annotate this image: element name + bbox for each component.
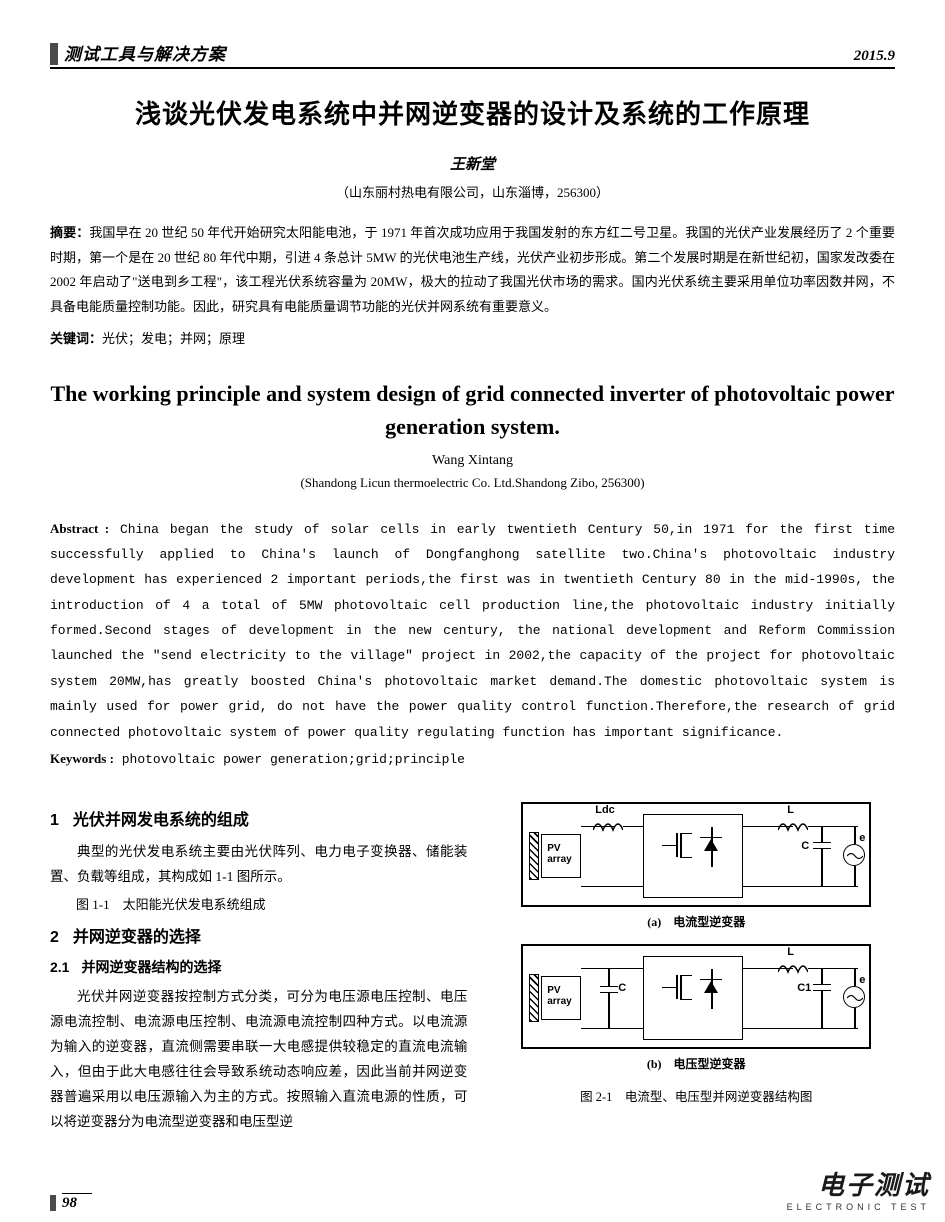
keywords-en: Keywords : photovoltaic power generation…	[50, 751, 895, 767]
keywords-en-text: photovoltaic power generation;grid;princ…	[114, 752, 465, 767]
l-label-b: L	[787, 946, 794, 958]
figure-2-1-a-circuit: PV array Ldc	[521, 802, 871, 907]
figure-2-1-caption: 图 2-1 电流型、电压型并网逆变器结构图	[497, 1086, 895, 1105]
author-en: Wang Xintang	[50, 453, 895, 469]
section-1-title: 光伏并网发电系统的组成	[73, 812, 249, 829]
author-cn: 王新堂	[50, 153, 895, 174]
figure-2-1-a-caption: (a) 电流型逆变器	[497, 913, 895, 930]
ldc-label: Ldc	[595, 804, 615, 816]
affiliation-en: (Shandong Licun thermoelectric Co. Ltd.S…	[50, 475, 895, 491]
figure-2-1-b-caption: (b) 电压型逆变器	[497, 1055, 895, 1072]
inductor-l-icon	[778, 818, 808, 832]
hatched-icon	[529, 974, 539, 1022]
keywords-cn-text: 光伏；发电；并网；原理	[102, 331, 245, 346]
inductor-ldc-icon	[593, 818, 623, 832]
section-1-para-1: 典型的光伏发电系统主要由光伏阵列、电力电子变换器、储能装置、负载等组成，其构成如…	[50, 840, 467, 890]
inductor-l-icon	[778, 960, 808, 974]
page-header: 测试工具与解决方案 2015.9	[50, 40, 895, 69]
header-marker	[50, 43, 58, 65]
e-label-b: e	[859, 974, 865, 986]
section-2-num: 2	[50, 929, 59, 947]
abstract-en-label: Abstract :	[50, 521, 109, 536]
c-label-a: C	[801, 840, 809, 852]
e-label-a: e	[859, 832, 865, 844]
page-num-marker	[50, 1195, 56, 1211]
abstract-en: Abstract : China began the study of sola…	[50, 516, 895, 745]
l-label-a: L	[787, 804, 794, 816]
column-left: 1 光伏并网发电系统的组成 典型的光伏发电系统主要由光伏阵列、电力电子变换器、储能…	[50, 802, 467, 1135]
ac-source-icon	[843, 844, 865, 866]
abstract-en-text: China began the study of solar cells in …	[50, 522, 895, 740]
hatched-icon	[529, 832, 539, 880]
section-2-1-para-1: 光伏并网逆变器按控制方式分类，可分为电压源电压控制、电压源电流控制、电流源电压控…	[50, 985, 467, 1135]
journal-brand: 电子测试 ELECTRONIC TEST	[787, 1165, 930, 1212]
pv-array-box: PV array	[541, 834, 581, 878]
journal-brand-cn: 电子测试	[787, 1165, 930, 1202]
issue-date: 2015.9	[854, 48, 895, 65]
affiliation-cn: （山东丽村热电有限公司，山东淄博，256300）	[50, 182, 895, 201]
keywords-en-label: Keywords :	[50, 751, 114, 766]
figure-1-1-caption: 图 1-1 太阳能光伏发电系统组成	[50, 894, 467, 913]
section-2-1-title: 并网逆变器结构的选择	[81, 959, 221, 975]
title-cn: 浅谈光伏发电系统中并网逆变器的设计及系统的工作原理	[50, 94, 895, 131]
page-number: 98	[62, 1193, 92, 1212]
section-2-1-num: 2.1	[50, 959, 69, 975]
journal-brand-en: ELECTRONIC TEST	[787, 1202, 930, 1212]
inverter-box-b	[643, 956, 743, 1040]
pv-label: PV array	[547, 843, 571, 865]
abstract-cn-label: 摘要：	[50, 225, 89, 240]
pv-label: PV array	[547, 985, 571, 1007]
pv-array-box: PV array	[541, 976, 581, 1020]
c1-label: C1	[797, 982, 811, 994]
page-footer: 98 电子测试 ELECTRONIC TEST	[50, 1165, 930, 1212]
abstract-cn-text: 我国早在 20 世纪 50 年代开始研究太阳能电池，于 1971 年首次成功应用…	[50, 225, 895, 314]
figure-2-1-b-circuit: PV array C	[521, 944, 871, 1049]
section-2-title: 并网逆变器的选择	[73, 929, 201, 946]
keywords-cn: 关键词：光伏；发电；并网；原理	[50, 328, 895, 347]
section-1-num: 1	[50, 812, 59, 830]
section-name: 测试工具与解决方案	[64, 40, 226, 65]
abstract-cn: 摘要：我国早在 20 世纪 50 年代开始研究太阳能电池，于 1971 年首次成…	[50, 221, 895, 320]
title-en: The working principle and system design …	[50, 377, 895, 443]
inverter-box-a	[643, 814, 743, 898]
ac-source-icon	[843, 986, 865, 1008]
column-right: PV array Ldc	[497, 802, 895, 1135]
c-label-b: C	[618, 982, 626, 994]
keywords-cn-label: 关键词：	[50, 331, 102, 346]
